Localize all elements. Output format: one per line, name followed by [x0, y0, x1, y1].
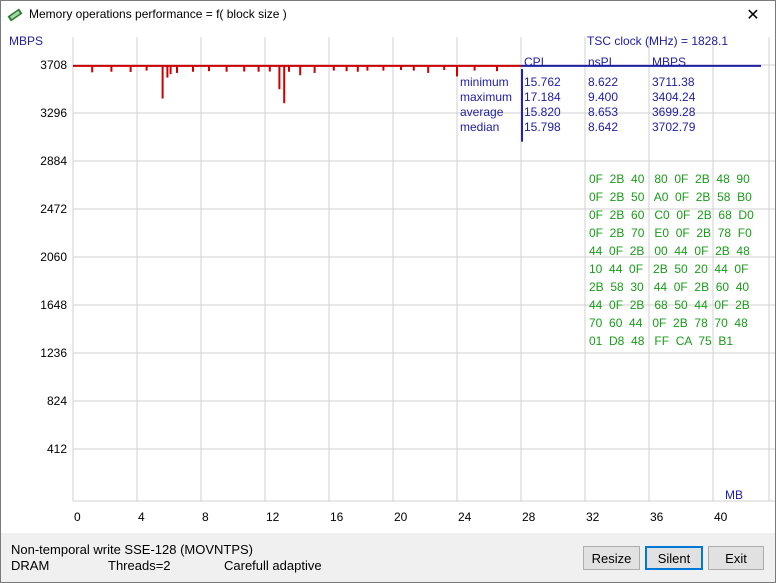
performance-chart: 0 4 8 12 16 20 24 28 32 36 40 3708 3296 2884 2472 2060 1… — [9, 34, 775, 524]
stats-mbps-value: 3711.38 — [652, 75, 695, 89]
stats-nspi-value: 8.642 — [588, 120, 618, 134]
tsc-clock-label: TSC clock (MHz) = 1828.1 — [587, 34, 728, 48]
stats-mbps-value: 3699.28 — [652, 105, 696, 119]
y-tick-label: 824 — [47, 394, 67, 408]
y-tick-label: 2884 — [40, 154, 67, 168]
hex-dump-line: 44 0F 2B 68 50 44 0F 2B — [589, 298, 750, 312]
x-tick-label: 36 — [650, 510, 664, 524]
x-tick-label: 4 — [138, 510, 145, 524]
stats-row-label: median — [460, 120, 499, 134]
hex-dump-line: 01 D8 48 FF CA 75 B1 — [589, 334, 733, 348]
memory-chip-icon — [7, 8, 23, 22]
hex-dump-line: 44 0F 2B 00 44 0F 2B 48 — [589, 244, 750, 258]
x-tick-label: 8 — [202, 510, 209, 524]
x-axis-unit-label: MB — [725, 488, 743, 502]
y-tick-label: 3708 — [40, 58, 67, 72]
y-tick-label: 3296 — [40, 106, 67, 120]
window-title: Memory operations performance = f( block… — [29, 7, 287, 21]
x-tick-label: 40 — [714, 510, 728, 524]
x-tick-label: 32 — [586, 510, 600, 524]
y-axis-unit-label: MBPS — [9, 34, 43, 48]
chart-area: 0 4 8 12 16 20 24 28 32 36 40 3708 3296 2884 2472 2060 1… — [1, 29, 775, 533]
y-tick-label: 2472 — [40, 202, 67, 216]
stats-row-label: minimum — [460, 75, 509, 89]
hex-dump-line: 2B 58 30 44 0F 2B 60 40 — [589, 280, 749, 294]
x-tick-label: 0 — [74, 510, 81, 524]
hex-dump-line: 0F 2B 40 80 0F 2B 48 90 — [589, 172, 750, 186]
stats-mbps-value: 3702.79 — [652, 120, 696, 134]
close-button[interactable]: ✕ — [746, 7, 760, 24]
stats-cpi-value: 15.820 — [524, 105, 561, 119]
x-tick-label: 16 — [330, 510, 344, 524]
x-tick-label: 12 — [266, 510, 280, 524]
stats-nspi-value: 8.653 — [588, 105, 618, 119]
stats-nspi-value: 9.400 — [588, 90, 618, 104]
y-tick-label: 1236 — [40, 346, 67, 360]
hex-dump-line: 70 60 44 0F 2B 78 70 48 — [589, 316, 748, 330]
y-tick-label: 412 — [47, 442, 67, 456]
memory-type-label: DRAM — [11, 558, 50, 573]
hex-dump-line: 0F 2B 50 A0 0F 2B 58 B0 — [589, 190, 752, 204]
stats-header: nsPI — [588, 55, 612, 69]
threads-label: Threads=2 — [108, 558, 171, 573]
operation-label: Non-temporal write SSE-128 (MOVNTPS) — [11, 542, 254, 557]
stats-nspi-value: 8.622 — [588, 75, 618, 89]
x-tick-label: 24 — [458, 510, 472, 524]
x-tick-label: 28 — [522, 510, 536, 524]
hex-dump-line: 0F 2B 70 E0 0F 2B 78 F0 — [589, 226, 752, 240]
title-bar[interactable]: Memory operations performance = f( block… — [1, 1, 775, 29]
stats-cpi-value: 17.184 — [524, 90, 561, 104]
stats-cpi-value: 15.798 — [524, 120, 561, 134]
hex-dump-line: 0F 2B 60 C0 0F 2B 68 D0 — [589, 208, 754, 222]
exit-button[interactable]: Exit — [708, 546, 764, 570]
mode-label: Carefull adaptive — [224, 558, 322, 573]
x-tick-label: 20 — [394, 510, 408, 524]
hex-dump-line: 10 44 0F 2B 50 20 44 0F — [589, 262, 748, 276]
stats-cpi-value: 15.762 — [524, 75, 561, 89]
stats-header: CPI — [524, 55, 544, 69]
resize-button[interactable]: Resize — [583, 546, 640, 570]
stats-row-label: maximum — [460, 90, 512, 104]
y-tick-label: 1648 — [40, 298, 67, 312]
silent-button[interactable]: Silent — [645, 546, 703, 570]
stats-header: MBPS — [652, 55, 686, 69]
stats-mbps-value: 3404.24 — [652, 90, 696, 104]
stats-row-label: average — [460, 105, 504, 119]
y-tick-label: 2060 — [40, 250, 67, 264]
